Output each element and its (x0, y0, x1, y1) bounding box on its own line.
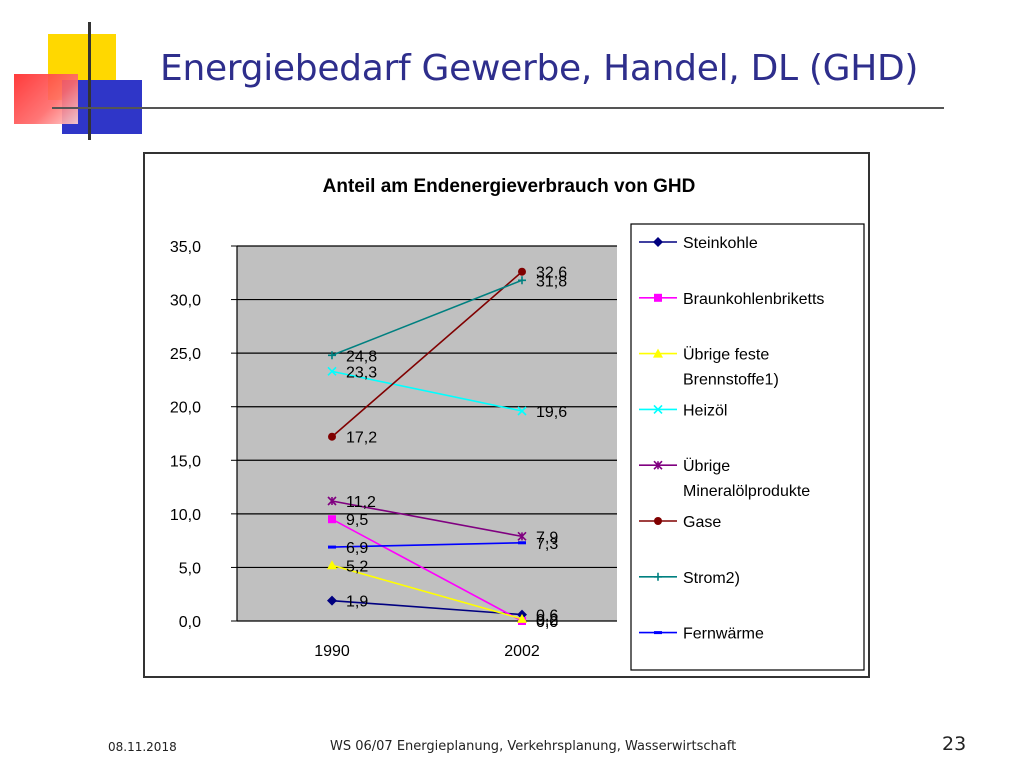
data-label-gase: 17,2 (346, 430, 377, 447)
legend-marker-strom2 (654, 572, 662, 581)
data-label-uebrige-mineraloelprodukte: 11,2 (346, 494, 376, 511)
data-point-fernwaerme (328, 545, 336, 549)
chart-frame: Anteil am Endenergieverbrauch von GHD 0,… (143, 152, 870, 678)
data-point-uebrige-mineraloelprodukte (327, 496, 337, 506)
data-point-gase (518, 267, 526, 276)
y-tick-label: 5,0 (179, 560, 201, 577)
legend-marker-braunkohlenbriketts (654, 293, 662, 302)
legend-marker-fernwaerme (654, 631, 662, 635)
series-line-strom2 (331, 279, 523, 357)
data-point-braunkohlenbriketts (328, 515, 336, 524)
line-chart: Anteil am Endenergieverbrauch von GHD 0,… (170, 176, 865, 671)
x-tick-label: 1990 (314, 643, 350, 660)
data-label-strom2: 31,8 (536, 273, 567, 290)
legend-label-line: Brennstoffe1) (683, 372, 779, 389)
data-point-strom2 (518, 276, 526, 285)
data-point-fernwaerme (518, 541, 526, 545)
legend-label-strom2: Strom2) (683, 570, 740, 587)
series-line-gase (331, 271, 523, 438)
legend-marker-uebrige-mineraloelprodukte (653, 460, 663, 470)
legend-label-line: Mineralölprodukte (683, 483, 810, 500)
legend-label-line: Übrige feste (683, 346, 769, 364)
data-point-uebrige-mineraloelprodukte (517, 531, 527, 541)
data-label-heizoel: 23,3 (346, 364, 377, 381)
legend-marker-heizoel (653, 404, 663, 414)
plot-area (237, 246, 617, 621)
series-line-heizoel (331, 370, 523, 412)
data-point-steinkohle (327, 595, 337, 606)
series-line-fernwaerme (331, 541, 523, 548)
page-number: 23 (942, 733, 967, 755)
series-line-steinkohle (331, 599, 523, 616)
legend-marker-gase (654, 517, 662, 525)
data-point-gase (328, 432, 336, 441)
decor-vertical-line (88, 22, 91, 140)
series-line-braunkohlenbriketts (331, 518, 523, 622)
data-label-heizoel: 19,6 (536, 404, 567, 421)
chart-title: Anteil am Endenergieverbrauch von GHD (323, 176, 696, 197)
y-tick-label: 25,0 (170, 346, 201, 363)
legend-label-braunkohlenbriketts: Braunkohlenbriketts (683, 291, 824, 308)
y-tick-label: 20,0 (170, 400, 201, 417)
y-tick-label: 15,0 (170, 453, 201, 470)
data-label-braunkohlenbriketts: 0,0 (536, 614, 558, 631)
legend-marker-steinkohle (653, 237, 663, 247)
footer-date: 08.11.2018 (108, 740, 177, 754)
data-label-steinkohle: 0,6 (536, 608, 558, 625)
legend-label-uebrige-feste-brennstoffe1: Übrige feste Brennstoffe1) (683, 346, 779, 389)
data-label-uebrige-feste-brennstoffe1: 5,2 (346, 558, 368, 575)
data-point-uebrige-feste-brennstoffe1 (327, 560, 337, 570)
legend-label-gase: Gase (683, 514, 721, 531)
legend-marker-uebrige-feste-brennstoffe1 (653, 348, 663, 358)
decor-red-square (14, 74, 78, 124)
x-tick-label: 2002 (504, 643, 540, 660)
data-label-uebrige-feste-brennstoffe1: 0,2 (536, 612, 558, 629)
data-label-steinkohle: 1,9 (346, 594, 368, 611)
data-point-strom2 (328, 351, 336, 360)
data-label-gase: 32,6 (536, 265, 567, 282)
y-tick-label: 10,0 (170, 507, 201, 524)
legend-label-heizoel: Heizöl (683, 402, 727, 419)
legend-label-line: Übrige (683, 457, 730, 475)
data-point-heizoel (327, 366, 337, 376)
footer-text: WS 06/07 Energieplanung, Verkehrsplanung… (330, 739, 737, 754)
legend-label-fernwaerme: Fernwärme (683, 626, 764, 643)
data-label-fernwaerme: 7,3 (536, 536, 558, 553)
data-label-fernwaerme: 6,9 (346, 540, 368, 557)
slide-title: Energiebedarf Gewerbe, Handel, DL (GHD) (160, 48, 919, 89)
series-line-uebrige-mineraloelprodukte (331, 500, 523, 538)
y-tick-label: 35,0 (170, 239, 201, 256)
legend-label-uebrige-mineraloelprodukte: Übrige Mineralölprodukte (683, 457, 810, 500)
data-point-uebrige-feste-brennstoffe1 (517, 613, 527, 623)
title-divider (52, 107, 944, 109)
y-tick-label: 0,0 (179, 614, 201, 631)
series-line-uebrige-feste-brennstoffe1 (331, 564, 523, 620)
data-label-uebrige-mineraloelprodukte: 7,9 (536, 529, 558, 546)
legend-label-steinkohle: Steinkohle (683, 235, 758, 252)
data-label-braunkohlenbriketts: 9,5 (346, 512, 368, 529)
data-label-strom2: 24,8 (346, 348, 377, 365)
y-tick-label: 30,0 (170, 293, 201, 310)
data-point-heizoel (517, 406, 527, 416)
